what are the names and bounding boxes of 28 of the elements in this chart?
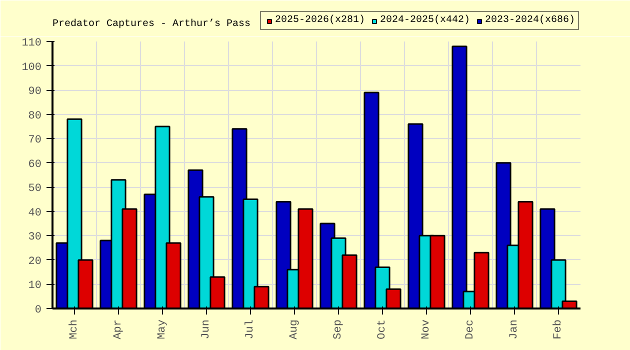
legend-label: 2025-2026(x281) [275,15,366,26]
x-tick-label: May [156,319,168,340]
x-tick-label: Aug [288,319,300,340]
y-tick-label: 100 [22,62,42,74]
y-tick-label: 60 [28,158,42,171]
x-tick-label: Jan [508,319,520,340]
legend-label: 2023-2024(x686) [485,15,576,26]
y-tick-label: 30 [28,232,42,244]
x-tick-label: Oct [376,319,388,340]
y-tick-label: 0 [34,304,42,316]
y-tick-label: 70 [28,134,42,147]
y-tick-label: 90 [28,86,42,98]
x-tick-label: Mch [68,319,80,340]
x-tick-label: Dec [464,319,476,340]
x-tick-label: Feb [552,319,564,340]
x-tick-label: Nov [420,319,432,340]
x-tick-label: Jun [200,319,212,340]
legend-label: 2024-2025(x442) [380,15,470,26]
y-tick-label: 20 [28,256,42,268]
x-tick-label: Jul [244,319,256,340]
chart-title: Predator Captures - Arthur’s Pass [52,18,251,30]
y-tick-label: 80 [28,110,42,122]
y-tick-label: 110 [22,38,42,50]
y-tick-label: 50 [28,183,42,196]
y-tick-label: 10 [28,280,42,292]
x-tick-label: Sep [332,319,344,340]
y-tick-label: 40 [28,207,42,220]
x-tick-label: Apr [112,319,124,340]
